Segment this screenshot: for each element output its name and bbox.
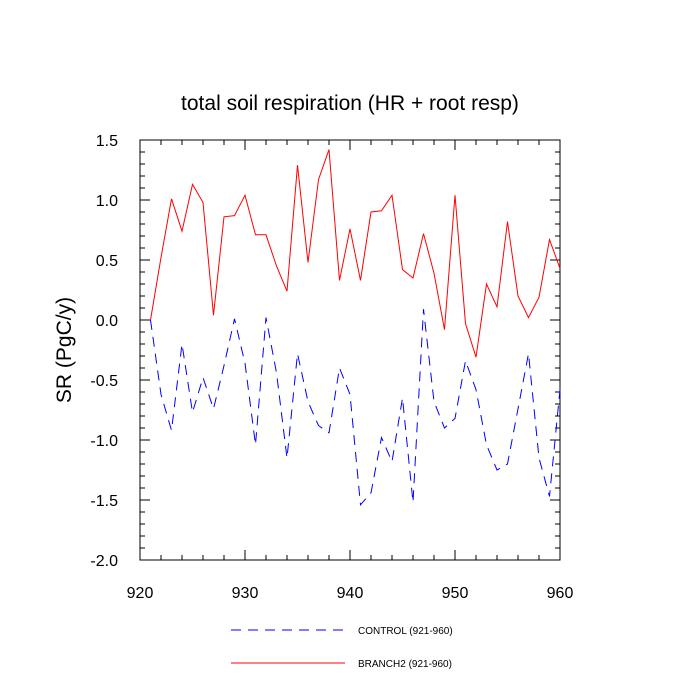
legend-label-branch2: BRANCH2 (921-960) — [358, 659, 452, 670]
chart-title: total soil respiration (HR + root resp) — [181, 92, 519, 115]
x-tick-label: 940 — [337, 585, 364, 602]
x-tick-label: 960 — [547, 585, 574, 602]
y-tick-label: 0.0 — [96, 313, 118, 330]
y-tick-label: -1.5 — [90, 493, 118, 510]
y-tick-label: -0.5 — [90, 373, 118, 390]
legend: CONTROL (921-960) BRANCH2 (921-960) — [231, 626, 453, 670]
series-line-branch2 — [150, 149, 561, 358]
y-tick-label: -2.0 — [90, 553, 118, 570]
x-tick-label: 930 — [232, 585, 259, 602]
y-tick-label: 0.5 — [96, 253, 118, 270]
x-tick-label: 950 — [442, 585, 469, 602]
y-axis-label: SR (PgC/y) — [53, 297, 76, 403]
y-tick-label: -1.0 — [90, 433, 118, 450]
y-tick-label: 1.0 — [96, 193, 118, 210]
series-line-control — [150, 309, 561, 507]
plot-area: 920 930 940 950 960 -2.0 -1.5 -1.0 -0.5 0.0 0.5 1.0… — [90, 133, 573, 602]
legend-label-control: CONTROL (921-960) — [358, 626, 453, 637]
y-tick-label: 1.5 — [96, 133, 118, 150]
x-tick-label: 920 — [127, 585, 154, 602]
